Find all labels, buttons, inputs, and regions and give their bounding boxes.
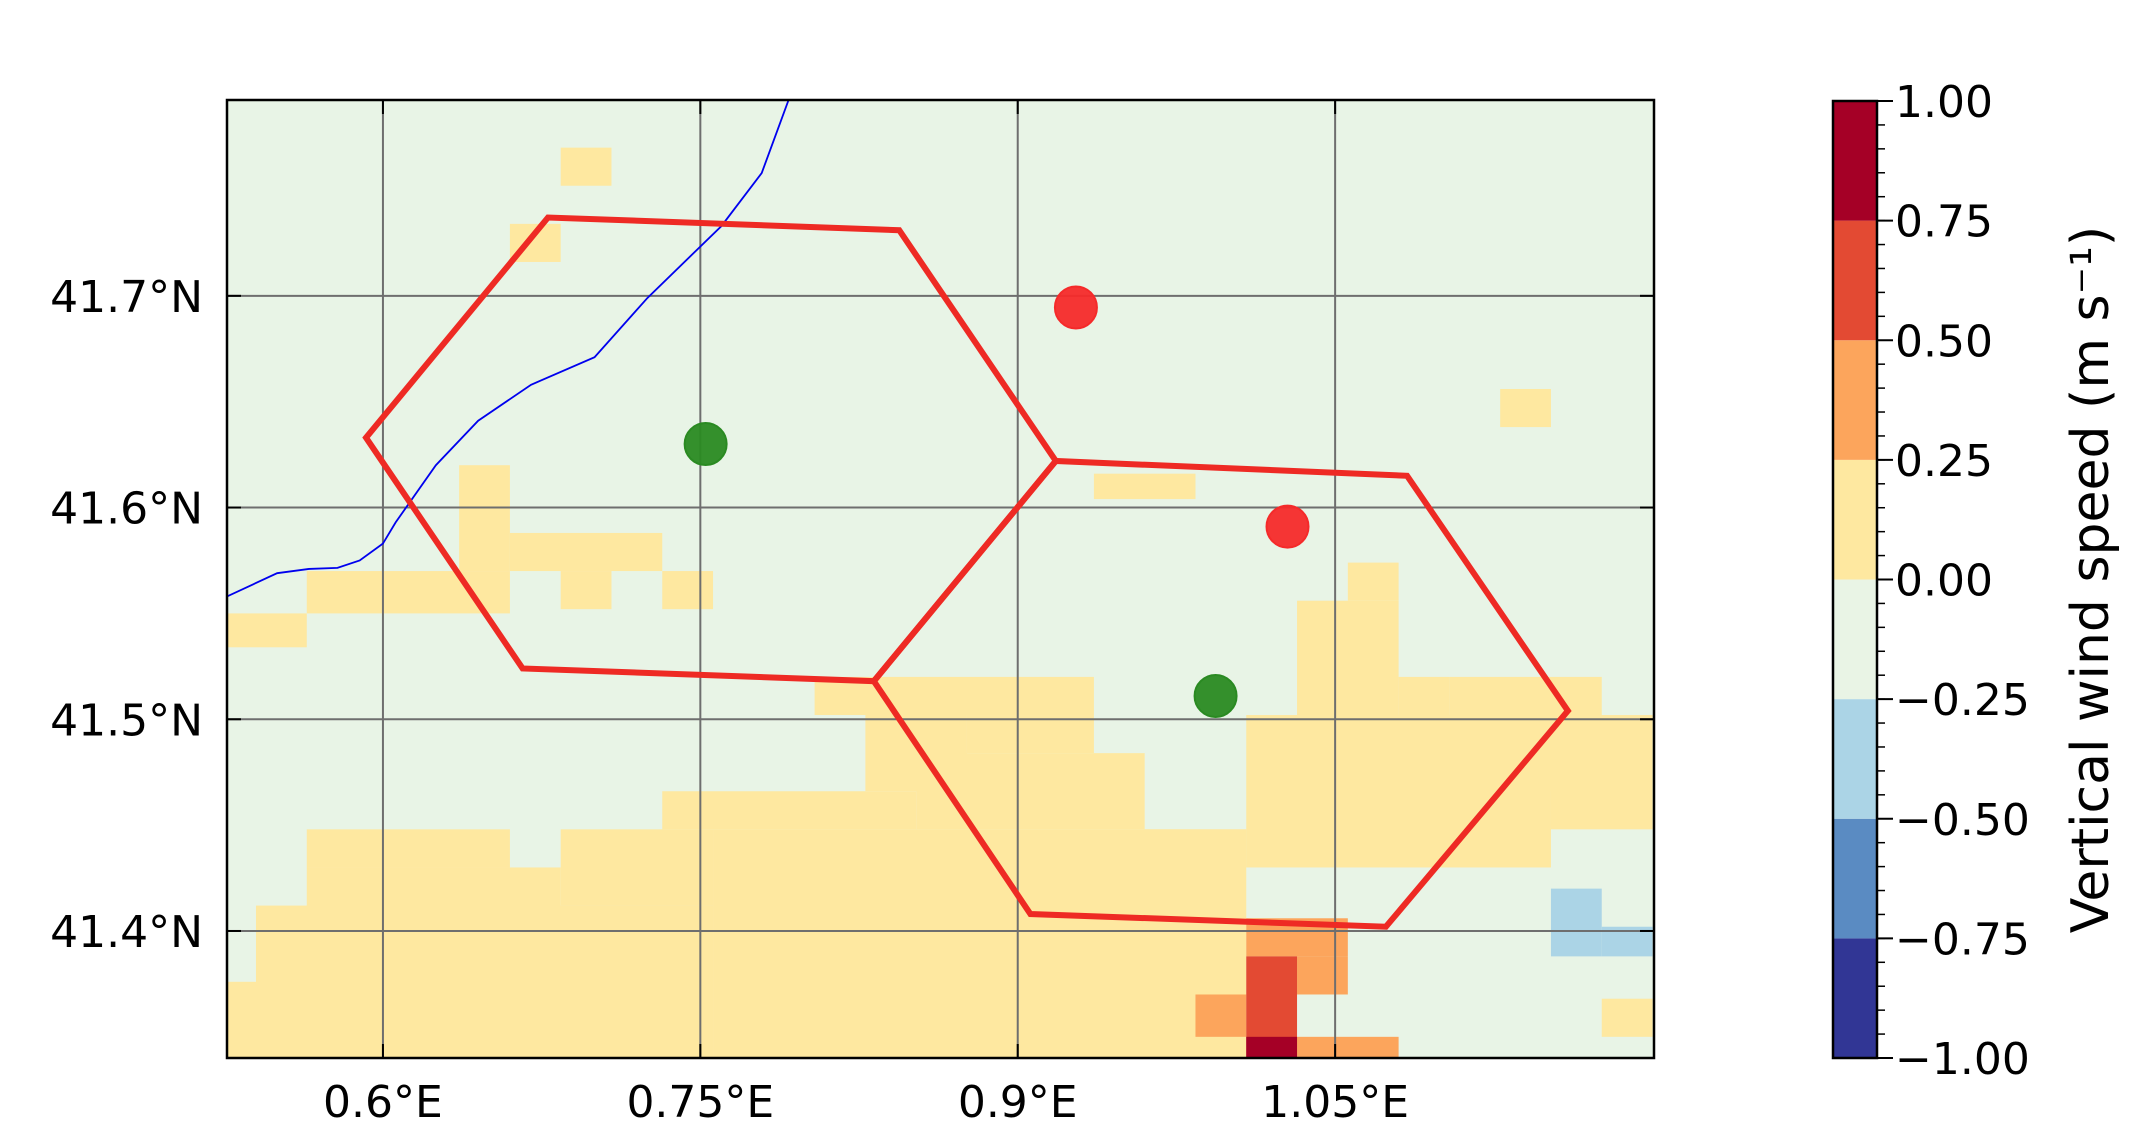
- shading-cell: [916, 753, 1145, 830]
- colorbar-ticks: −1.00 −0.75 −0.50 −0.25 0.00 0.25 0.50 0.75 1.00: [1877, 77, 2030, 1085]
- red-station-marker: [1053, 285, 1098, 330]
- colorbar-label: Vertical wind speed (m s⁻¹): [2061, 226, 2121, 933]
- shading-cell: [560, 147, 612, 186]
- y-tick-label: 41.6°N: [50, 484, 203, 535]
- shading-cell: [1093, 473, 1196, 500]
- y-tick-label: 41.4°N: [50, 907, 203, 958]
- map-panel: 0.6°E 0.75°E 0.9°E 1.05°E 41.4°N 41.5°N 41.6°…: [50, 98, 1656, 1128]
- colorbar-tick-label: 0.25: [1895, 436, 1993, 487]
- shading-cell: [1398, 676, 1450, 716]
- colorbar-tick-label: 0.50: [1895, 316, 1993, 367]
- colorbar-tick-label: −1.00: [1895, 1034, 2030, 1085]
- colorbar-tick-label: −0.50: [1895, 795, 2030, 846]
- colorbar-tick-label: −0.25: [1895, 675, 2030, 726]
- green-station-marker: [1193, 673, 1238, 718]
- shading-cell: [1550, 715, 1653, 830]
- y-tick-label: 41.7°N: [50, 272, 203, 323]
- shading-cell: [459, 465, 510, 572]
- shading-cell: [1195, 994, 1247, 1037]
- shading-cell: [1500, 388, 1551, 428]
- colorbar-tick-label: 0.00: [1895, 556, 1993, 607]
- shading-cell: [509, 532, 663, 572]
- hexagon-outlines: [362, 214, 1572, 930]
- shading-cell: [1601, 998, 1653, 1037]
- vertical-wind-shading: [227, 147, 1653, 1058]
- shading-cell: [1246, 1036, 1298, 1058]
- coastline: [227, 100, 790, 598]
- coastline-line: [227, 100, 790, 598]
- colorbar-tick-label: 0.75: [1895, 197, 1993, 248]
- shading-cell: [255, 943, 307, 1058]
- colorbar-level: [1833, 579, 1877, 700]
- shading-cell: [1297, 1036, 1399, 1058]
- shading-cell: [1144, 829, 1247, 868]
- shading-cell: [1347, 562, 1399, 601]
- y-tick-label: 41.5°N: [50, 695, 203, 746]
- colorbar-tick-label: −0.75: [1895, 914, 2030, 965]
- station-markers: [683, 285, 1310, 718]
- colorbar-level: [1833, 220, 1877, 341]
- shading-cell: [227, 981, 256, 1058]
- colorbar: −1.00 −0.75 −0.50 −0.25 0.00 0.25 0.50 0.75 1.00…: [1831, 77, 2121, 1085]
- green-station-marker: [683, 422, 728, 467]
- shading-cell: [560, 571, 612, 610]
- colorbar-level: [1833, 699, 1877, 819]
- x-tick-label: 0.6°E: [323, 1077, 443, 1128]
- map-frame: [225, 98, 1656, 1060]
- shading-cell: [306, 571, 510, 614]
- colorbar-level: [1833, 101, 1877, 221]
- x-axis-ticks: 0.6°E 0.75°E 0.9°E 1.05°E: [323, 100, 1409, 1128]
- y-axis-ticks: 41.4°N 41.5°N 41.6°N 41.7°N: [50, 272, 1654, 958]
- x-tick-label: 0.9°E: [958, 1077, 1078, 1128]
- colorbar-level: [1833, 459, 1877, 580]
- shading-cell: [227, 613, 307, 648]
- colorbar-level: [1833, 938, 1877, 1058]
- shading-cell: [509, 905, 714, 1058]
- red-station-marker: [1265, 504, 1310, 549]
- shading-cell: [966, 715, 1094, 754]
- shading-cell: [662, 791, 917, 830]
- colorbar-frame: [1831, 99, 1879, 1060]
- shading-cell: [1297, 600, 1399, 716]
- shading-cell: [306, 829, 510, 868]
- colorbar-tick-label: 1.00: [1895, 77, 1993, 128]
- shading-cell: [560, 829, 714, 906]
- shading-cell: [1297, 956, 1348, 995]
- shading-cell: [662, 571, 714, 610]
- colorbar-level: [1833, 340, 1877, 460]
- shading-cell: [1550, 888, 1602, 957]
- colorbar-levels: [1833, 101, 1877, 1058]
- colorbar-level: [1833, 818, 1877, 939]
- x-tick-label: 1.05°E: [1261, 1077, 1409, 1128]
- x-tick-label: 0.75°E: [626, 1077, 774, 1128]
- hexagon-outline: [870, 457, 1572, 930]
